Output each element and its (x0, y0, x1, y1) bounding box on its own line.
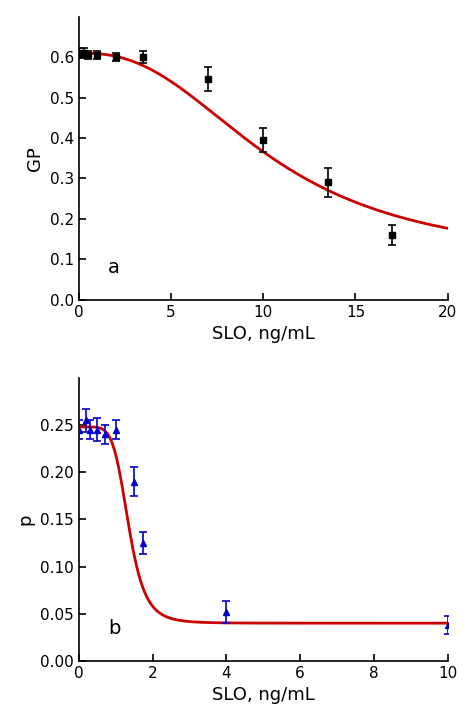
X-axis label: SLO, ng/mL: SLO, ng/mL (212, 325, 315, 343)
Text: a: a (109, 258, 120, 277)
Y-axis label: GP: GP (26, 146, 44, 171)
Text: b: b (109, 619, 121, 638)
Y-axis label: p: p (17, 513, 35, 525)
X-axis label: SLO, ng/mL: SLO, ng/mL (212, 686, 315, 704)
